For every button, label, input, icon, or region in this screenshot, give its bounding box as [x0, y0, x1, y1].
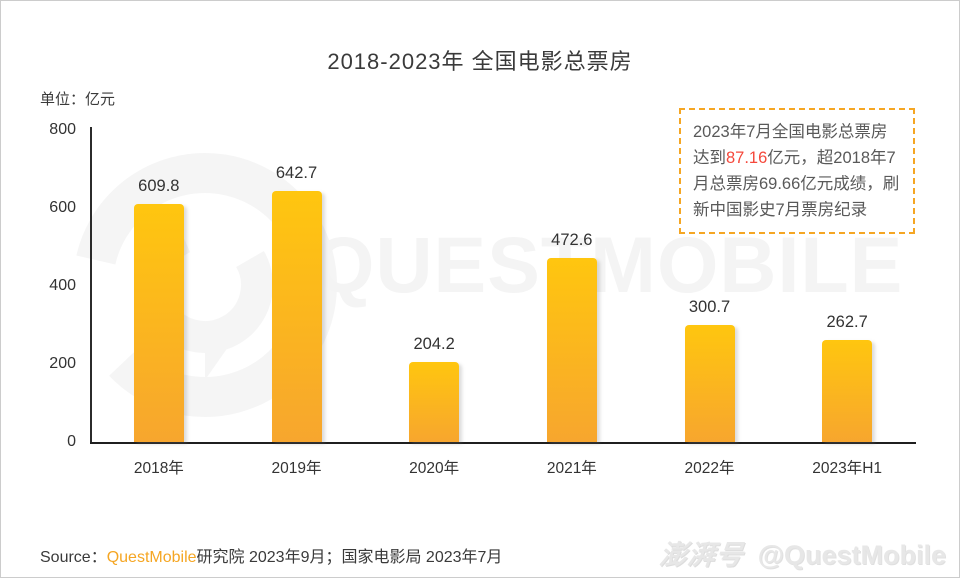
x-axis-label: 2020年	[409, 460, 460, 477]
bar-2022年	[684, 324, 735, 442]
bar-value-label: 609.8	[138, 177, 180, 196]
chart-title: 2018-2023年 全国电影总票房	[327, 49, 633, 74]
x-axis-label: 2019年	[271, 460, 322, 477]
x-axis-label: 2021年	[546, 460, 597, 477]
y-axis-line	[90, 127, 92, 442]
bar-value-label: 642.7	[275, 164, 318, 183]
source-suffix: 研究院 2023年9月；国家电影局 2023年7月	[196, 549, 503, 566]
questmobile-text-watermark: QUESTMOBILE	[313, 220, 904, 309]
annotation-highlight-value: 87.16	[726, 149, 768, 167]
bar-value-label: 204.2	[413, 335, 455, 354]
bar-value-label: 472.6	[551, 230, 593, 249]
bar-2018年	[133, 204, 184, 442]
plot-area: 0 200 400 600 800 609.8 2018年 642.7 2019年 204.2 2…	[49, 121, 916, 477]
bar-2021年	[546, 257, 597, 442]
source-line: Source：QuestMobile研究院 2023年9月；国家电影局 2023…	[40, 543, 502, 567]
source-prefix: Source：	[40, 549, 107, 566]
pengpai-logo: 澎湃号	[657, 540, 745, 570]
x-axis-label: 2018年	[133, 460, 184, 477]
x-axis-label: 2022年	[684, 460, 735, 477]
bar-2019年	[271, 191, 322, 442]
y-axis-tick: 0	[67, 433, 76, 450]
questmobile-handle: @QuestMobile	[757, 540, 946, 570]
bar-2020年	[409, 362, 460, 442]
x-axis-line	[90, 442, 916, 444]
y-axis-tick: 400	[49, 277, 76, 294]
unit-label: 单位：亿元	[40, 91, 116, 108]
bar-value-label: 300.7	[688, 297, 731, 316]
y-axis-tick: 800	[49, 121, 76, 138]
annotation-text-before: 2023年7月全国电影总票房达到	[693, 123, 888, 167]
annotation-text-after: 亿元，超2018年7月总票房69.66亿元成绩，刷新中国影史7月票房纪录	[693, 149, 900, 219]
y-axis-tick: 600	[49, 199, 76, 216]
bar-2023年H1	[822, 339, 873, 442]
footer-watermark: 澎湃号 @QuestMobile	[657, 533, 946, 572]
y-axis-tick: 200	[49, 355, 76, 372]
x-axis-label: 2023年H1	[812, 460, 883, 477]
source-brand: QuestMobile	[106, 549, 197, 566]
annotation-box: 2023年7月全国电影总票房达到87.16亿元，超2018年7月总票房69.66…	[679, 108, 915, 234]
bar-value-label: 262.7	[826, 312, 868, 331]
